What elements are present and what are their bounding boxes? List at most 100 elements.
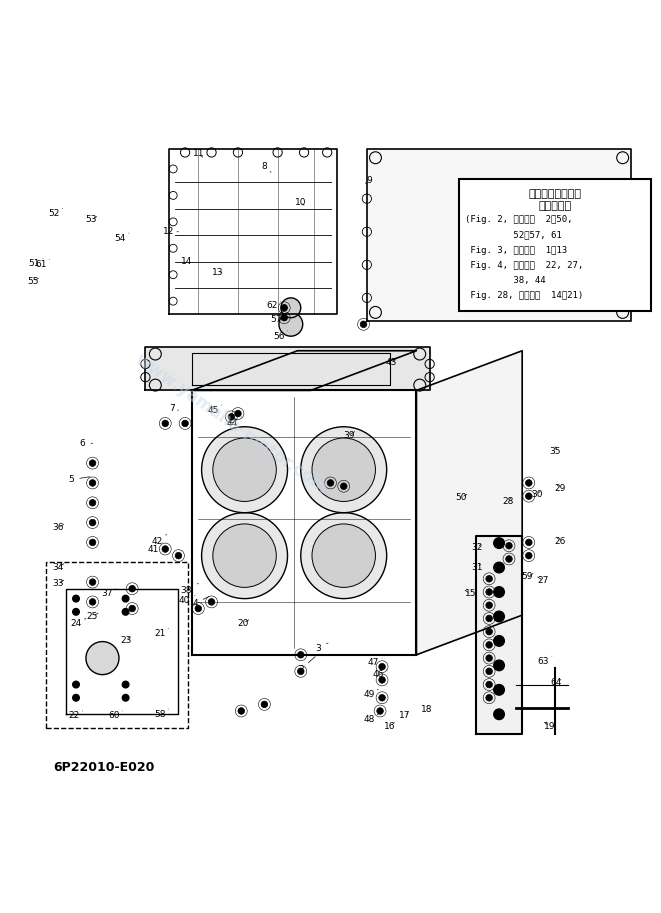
Bar bbox=[46, 562, 188, 728]
Circle shape bbox=[162, 546, 169, 552]
Text: www.yamaha-motor.com: www.yamaha-motor.com bbox=[132, 350, 331, 497]
Text: 19: 19 bbox=[544, 721, 556, 730]
Text: 30: 30 bbox=[531, 490, 543, 499]
Circle shape bbox=[494, 587, 504, 597]
Circle shape bbox=[327, 479, 334, 487]
Text: 11: 11 bbox=[192, 149, 204, 158]
Text: 2: 2 bbox=[298, 656, 315, 674]
Circle shape bbox=[281, 304, 288, 311]
Circle shape bbox=[297, 652, 304, 658]
Text: Fig. 4, 見出番号  22, 27,: Fig. 4, 見出番号 22, 27, bbox=[465, 261, 583, 270]
Circle shape bbox=[213, 524, 276, 587]
Text: 53: 53 bbox=[85, 215, 97, 225]
Circle shape bbox=[73, 609, 79, 615]
Text: 14: 14 bbox=[180, 257, 192, 266]
Text: 38: 38 bbox=[180, 583, 198, 594]
Text: 61: 61 bbox=[35, 259, 50, 269]
Text: 21: 21 bbox=[154, 628, 169, 638]
Text: 32: 32 bbox=[471, 543, 483, 552]
Text: 29: 29 bbox=[555, 484, 566, 493]
Text: 20: 20 bbox=[237, 619, 249, 627]
Circle shape bbox=[312, 524, 375, 587]
Text: 1: 1 bbox=[602, 277, 607, 286]
Text: 26: 26 bbox=[555, 537, 566, 546]
Circle shape bbox=[301, 426, 387, 513]
Text: (Fig. 2, 見出番号  2～50,: (Fig. 2, 見出番号 2～50, bbox=[465, 215, 572, 225]
Circle shape bbox=[494, 562, 504, 572]
Text: 57: 57 bbox=[270, 314, 286, 323]
Text: 15: 15 bbox=[465, 590, 477, 599]
Polygon shape bbox=[416, 351, 522, 655]
Text: 40: 40 bbox=[178, 595, 195, 605]
Text: 34: 34 bbox=[52, 563, 64, 572]
Text: 39: 39 bbox=[343, 431, 355, 440]
Text: 58: 58 bbox=[154, 709, 169, 719]
Text: 43: 43 bbox=[385, 358, 397, 367]
Circle shape bbox=[494, 709, 504, 719]
Text: 27: 27 bbox=[537, 576, 549, 585]
Text: 48: 48 bbox=[363, 714, 378, 724]
Circle shape bbox=[486, 602, 492, 609]
Circle shape bbox=[494, 538, 504, 549]
Text: 47: 47 bbox=[368, 658, 382, 667]
Text: 8: 8 bbox=[262, 163, 271, 173]
Circle shape bbox=[525, 552, 532, 559]
Text: 18: 18 bbox=[420, 705, 432, 713]
Circle shape bbox=[73, 595, 79, 602]
Circle shape bbox=[122, 681, 129, 687]
Circle shape bbox=[89, 519, 96, 526]
Circle shape bbox=[162, 420, 169, 426]
Circle shape bbox=[89, 599, 96, 605]
Text: 16: 16 bbox=[384, 721, 396, 730]
Circle shape bbox=[379, 695, 385, 701]
Text: アセンブリ: アセンブリ bbox=[539, 201, 572, 211]
Text: 10: 10 bbox=[295, 197, 307, 206]
Text: 52～57, 61: 52～57, 61 bbox=[465, 230, 561, 239]
Polygon shape bbox=[476, 536, 522, 734]
Circle shape bbox=[494, 611, 504, 622]
Circle shape bbox=[494, 635, 504, 646]
Text: 36: 36 bbox=[52, 523, 64, 532]
Circle shape bbox=[506, 556, 512, 562]
Text: 7: 7 bbox=[169, 404, 178, 414]
Text: 44: 44 bbox=[227, 417, 241, 428]
Text: 3: 3 bbox=[316, 643, 328, 653]
Circle shape bbox=[494, 685, 504, 695]
Circle shape bbox=[486, 642, 492, 648]
Circle shape bbox=[486, 615, 492, 622]
Circle shape bbox=[86, 642, 119, 675]
Text: 6P22010-E020: 6P22010-E020 bbox=[53, 761, 154, 774]
Text: 38, 44: 38, 44 bbox=[465, 276, 545, 285]
Circle shape bbox=[129, 585, 136, 592]
Circle shape bbox=[89, 460, 96, 467]
Circle shape bbox=[122, 595, 129, 602]
Text: 37: 37 bbox=[101, 589, 116, 599]
Circle shape bbox=[129, 605, 136, 612]
Text: 42: 42 bbox=[151, 534, 167, 546]
Polygon shape bbox=[367, 149, 631, 321]
Text: 33: 33 bbox=[52, 579, 64, 588]
Text: 28: 28 bbox=[502, 497, 514, 506]
Text: 6: 6 bbox=[80, 439, 93, 447]
Circle shape bbox=[202, 513, 288, 599]
Text: 59: 59 bbox=[522, 572, 533, 582]
Circle shape bbox=[301, 513, 387, 599]
Text: 55: 55 bbox=[27, 277, 39, 286]
Circle shape bbox=[486, 589, 492, 595]
Text: 13: 13 bbox=[212, 268, 224, 278]
Text: 54: 54 bbox=[114, 233, 129, 243]
Text: 9: 9 bbox=[366, 175, 371, 184]
Circle shape bbox=[360, 321, 367, 328]
Circle shape bbox=[506, 542, 512, 549]
Bar bbox=[459, 179, 651, 311]
Circle shape bbox=[89, 539, 96, 546]
Text: 51: 51 bbox=[28, 258, 43, 268]
Circle shape bbox=[89, 479, 96, 487]
Text: 52: 52 bbox=[48, 209, 63, 218]
Text: 31: 31 bbox=[471, 563, 483, 572]
Text: 17: 17 bbox=[399, 711, 410, 720]
Text: 41: 41 bbox=[147, 542, 162, 553]
Text: 12: 12 bbox=[163, 227, 178, 236]
Text: 45: 45 bbox=[207, 405, 221, 415]
Text: シリンダブロック: シリンダブロック bbox=[529, 189, 582, 199]
